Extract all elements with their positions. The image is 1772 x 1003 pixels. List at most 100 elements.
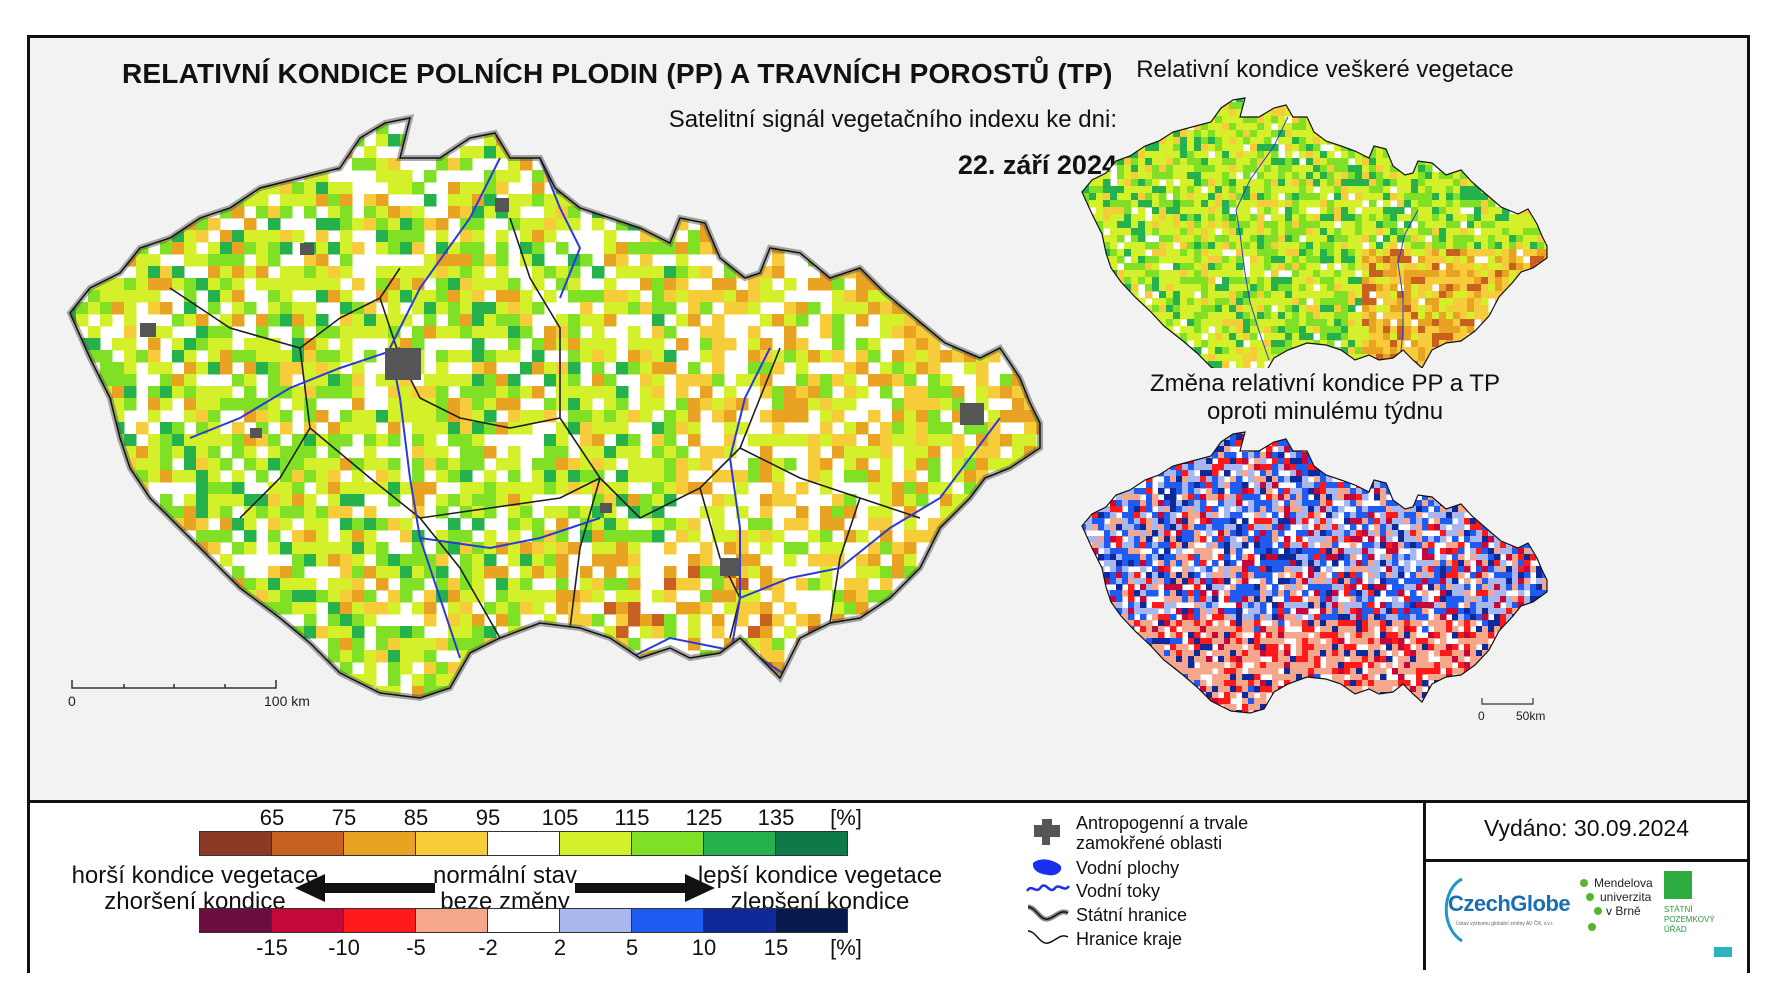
raster-cell: [1509, 193, 1517, 201]
raster-cell: [1117, 158, 1125, 166]
raster-cell: [1369, 130, 1377, 138]
raster-cell: [532, 230, 545, 243]
raster-cell: [868, 230, 881, 243]
raster-cell: [76, 374, 89, 387]
raster-cell: [592, 530, 605, 543]
raster-cell: [1187, 256, 1195, 264]
raster-cell: [820, 458, 833, 471]
raster-cell: [1250, 151, 1258, 159]
raster-cell: [1201, 277, 1209, 285]
raster-cell: [916, 242, 929, 255]
raster-cell: [1159, 291, 1167, 299]
raster-cell: [304, 590, 317, 603]
raster-cell: [304, 410, 317, 423]
raster-cell: [940, 218, 953, 231]
raster-cell: [1341, 123, 1349, 131]
raster-cell: [1082, 291, 1083, 299]
raster-cell: [1418, 123, 1426, 131]
raster-cell: [928, 118, 941, 123]
raster-cell: [508, 554, 521, 567]
raster-cell: [976, 158, 989, 171]
raster-cell: [580, 314, 593, 327]
raster-cell: [1068, 235, 1076, 243]
raster-cell: [808, 374, 821, 387]
raster-cell: [760, 98, 773, 111]
raster-cell: [124, 206, 137, 219]
raster-cell: [652, 470, 665, 483]
raster-cell: [928, 98, 941, 111]
raster-cell: [1460, 179, 1468, 187]
raster-cell: [1292, 88, 1300, 96]
raster-cell: [1404, 179, 1412, 187]
raster-cell: [868, 518, 881, 531]
raster-cell: [388, 398, 401, 411]
raster-cell: [460, 614, 473, 627]
raster-cell: [448, 494, 461, 507]
raster-cell: [1012, 482, 1025, 495]
raster-cell: [1502, 165, 1510, 173]
raster-cell: [232, 494, 245, 507]
raster-cell: [1264, 109, 1272, 117]
raster-cell: [1000, 434, 1013, 447]
raster-cell: [964, 362, 977, 375]
raster-cell: [208, 506, 221, 519]
raster-cell: [100, 698, 113, 711]
raster-cell: [208, 530, 221, 543]
raster-cell: [472, 458, 485, 471]
raster-cell: [1404, 284, 1412, 292]
raster-cell: [1000, 386, 1013, 399]
raster-cell: [520, 98, 533, 111]
raster-cell: [1089, 151, 1097, 159]
raster-cell: [1355, 165, 1363, 173]
raster-cell: [772, 362, 785, 375]
raster-cell: [664, 242, 677, 255]
raster-cell: [532, 542, 545, 555]
raster-cell: [1523, 186, 1531, 194]
raster-cell: [580, 338, 593, 351]
raster-cell: [652, 530, 665, 543]
raster-cell: [712, 278, 725, 291]
raster-cell: [1320, 172, 1328, 180]
raster-cell: [556, 554, 569, 567]
raster-cell: [112, 302, 125, 315]
raster-cell: [1117, 256, 1125, 264]
raster-cell: [1411, 263, 1419, 271]
raster-cell: [1180, 193, 1188, 201]
raster-cell: [112, 674, 125, 687]
raster-cell: [520, 482, 533, 495]
raster-cell: [928, 638, 941, 651]
raster-cell: [868, 374, 881, 387]
raster-cell: [436, 578, 449, 591]
raster-cell: [412, 482, 425, 495]
raster-cell: [40, 446, 53, 459]
raster-cell: [904, 518, 917, 531]
raster-cell: [424, 374, 437, 387]
raster-cell: [904, 614, 917, 627]
raster-cell: [736, 470, 749, 483]
raster-cell: [1467, 109, 1475, 117]
raster-cell: [70, 118, 77, 123]
raster-cell: [760, 118, 773, 123]
raster-cell: [1502, 242, 1510, 250]
raster-cell: [220, 170, 233, 183]
raster-cell: [1285, 256, 1293, 264]
raster-cell: [1299, 130, 1307, 138]
raster-cell: [676, 146, 689, 159]
raster-cell: [832, 98, 845, 111]
raster-cell: [580, 302, 593, 315]
raster-cell: [1257, 256, 1265, 264]
raster-cell: [1096, 98, 1104, 103]
raster-cell: [1159, 277, 1167, 285]
raster-cell: [916, 590, 929, 603]
raster-cell: [1152, 200, 1160, 208]
raster-cell: [388, 602, 401, 615]
raster-cell: [448, 398, 461, 411]
raster-cell: [748, 134, 761, 147]
raster-cell: [1313, 270, 1321, 278]
raster-cell: [544, 638, 557, 651]
raster-cell: [376, 542, 389, 555]
raster-cell: [1082, 207, 1090, 215]
raster-cell: [1036, 590, 1040, 603]
raster-cell: [640, 266, 653, 279]
raster-cell: [508, 158, 521, 171]
